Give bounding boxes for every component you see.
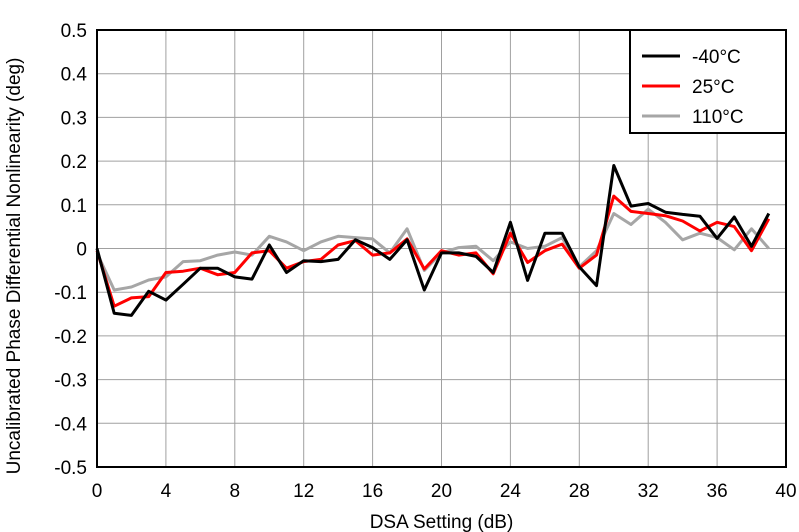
x-tick-label: 0 xyxy=(92,481,103,502)
legend: -40°C 25°C 110°C xyxy=(629,29,787,134)
series-line-25c xyxy=(95,194,771,308)
x-tick-label: 40 xyxy=(775,481,796,502)
x-tick-label: 12 xyxy=(293,481,314,502)
y-tick-label: 0.1 xyxy=(61,196,87,217)
y-tick-label: 0.3 xyxy=(61,108,87,129)
y-tick-label: 0.2 xyxy=(61,152,87,173)
x-tick-label: 28 xyxy=(569,481,590,502)
x-tick-label: 20 xyxy=(431,481,452,502)
y-tick-label: -0.1 xyxy=(54,283,87,304)
x-tick-label: 4 xyxy=(161,481,172,502)
series-layer xyxy=(95,164,771,317)
y-tick-label: -0.4 xyxy=(54,414,87,435)
y-tick-label: 0.5 xyxy=(61,21,87,42)
x-tick-label: 8 xyxy=(230,481,241,502)
x-tick-label: 32 xyxy=(638,481,659,502)
series-line-110c xyxy=(95,207,770,292)
y-tick-label: 0.4 xyxy=(61,65,88,86)
series-line-minus-40c xyxy=(95,164,771,317)
y-tick-label: -0.3 xyxy=(54,371,87,392)
legend-label-25c: 25°C xyxy=(692,77,734,98)
x-tick-label: 24 xyxy=(500,481,522,502)
x-tick-label: 36 xyxy=(707,481,728,502)
legend-label-110c: 110°C xyxy=(692,107,744,128)
y-tick-labels: 0.5 0.4 0.3 0.2 0.1 0 -0.1 -0.2 -0.3 -0.4 -0.5 xyxy=(54,21,87,479)
x-tick-label: 16 xyxy=(362,481,383,502)
plot-frame xyxy=(96,29,787,468)
y-tick-label: -0.5 xyxy=(54,458,87,479)
y-tick-label: 0 xyxy=(76,240,87,261)
legend-label-minus-40c: -40°C xyxy=(692,47,741,68)
y-axis-title: Uncalibrated Phase Differential Nonlinea… xyxy=(4,58,25,475)
y-tick-label: -0.2 xyxy=(54,327,87,348)
x-axis-title: DSA Setting (dB) xyxy=(370,512,514,532)
x-tick-labels: 0 4 8 12 16 20 24 28 32 36 40 xyxy=(92,481,797,502)
